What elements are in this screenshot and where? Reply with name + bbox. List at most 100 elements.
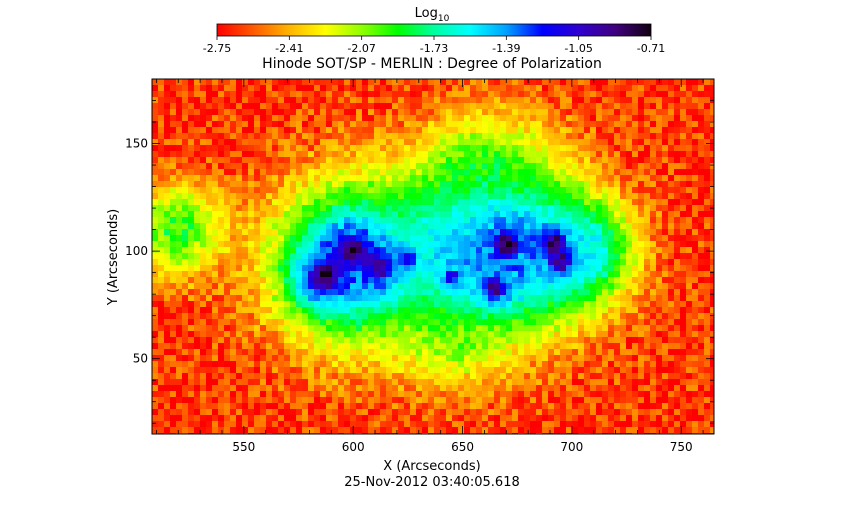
heatmap-cell: [386, 139, 392, 145]
heatmap-cell: [374, 217, 380, 223]
heatmap-cell: [320, 325, 326, 331]
heatmap-cell: [524, 349, 530, 355]
heatmap-cell: [218, 127, 224, 133]
heatmap-cell: [650, 271, 656, 277]
heatmap-cell: [572, 217, 578, 223]
heatmap-cell: [272, 235, 278, 241]
heatmap-cell: [158, 301, 164, 307]
heatmap-cell: [590, 211, 596, 217]
heatmap-cell: [260, 229, 266, 235]
heatmap-cell: [542, 289, 548, 295]
heatmap-cell: [644, 259, 650, 265]
heatmap-cell: [530, 295, 536, 301]
heatmap-cell: [344, 115, 350, 121]
heatmap-cell: [446, 217, 452, 223]
heatmap-cell: [236, 97, 242, 103]
heatmap-cell: [404, 325, 410, 331]
heatmap-cell: [326, 379, 332, 385]
heatmap-cell: [674, 85, 680, 91]
heatmap-cell: [584, 103, 590, 109]
heatmap-cell: [686, 289, 692, 295]
heatmap-cell: [602, 361, 608, 367]
heatmap-cell: [470, 337, 476, 343]
heatmap-cell: [632, 271, 638, 277]
heatmap-cell: [200, 355, 206, 361]
heatmap-cell: [254, 361, 260, 367]
heatmap-cell: [212, 157, 218, 163]
heatmap-cell: [488, 271, 494, 277]
heatmap-cell: [518, 265, 524, 271]
heatmap-cell: [452, 85, 458, 91]
heatmap-cell: [704, 145, 710, 151]
heatmap-cell: [242, 229, 248, 235]
heatmap-cell: [260, 271, 266, 277]
heatmap-cell: [512, 91, 518, 97]
heatmap-cell: [482, 175, 488, 181]
heatmap-cell: [152, 109, 158, 115]
heatmap-cell: [404, 241, 410, 247]
heatmap-cell: [470, 343, 476, 349]
heatmap-cell: [512, 181, 518, 187]
heatmap-cell: [632, 307, 638, 313]
heatmap-cell: [218, 229, 224, 235]
heatmap-cell: [572, 349, 578, 355]
colorbar-tick-label: -2.75: [203, 42, 231, 55]
heatmap-cell: [422, 103, 428, 109]
heatmap-cell: [374, 373, 380, 379]
heatmap-cell: [704, 211, 710, 217]
heatmap-cell: [194, 217, 200, 223]
heatmap-cell: [530, 289, 536, 295]
heatmap-cell: [548, 205, 554, 211]
heatmap-cell: [698, 301, 704, 307]
heatmap-cell: [692, 127, 698, 133]
heatmap-cell: [254, 265, 260, 271]
heatmap-cell: [368, 349, 374, 355]
heatmap-cell: [350, 271, 356, 277]
heatmap-cell: [476, 337, 482, 343]
heatmap-cell: [614, 247, 620, 253]
heatmap-cell: [272, 199, 278, 205]
heatmap-cell: [476, 271, 482, 277]
heatmap-cell: [152, 211, 158, 217]
heatmap-cell: [272, 271, 278, 277]
heatmap-cell: [296, 169, 302, 175]
heatmap-cell: [590, 319, 596, 325]
heatmap-cell: [398, 223, 404, 229]
heatmap-cell: [578, 217, 584, 223]
heatmap-cell: [176, 115, 182, 121]
heatmap-cell: [242, 361, 248, 367]
heatmap-cell: [326, 169, 332, 175]
heatmap-cell: [248, 121, 254, 127]
heatmap-cell: [644, 187, 650, 193]
heatmap-cell: [668, 157, 674, 163]
heatmap-cell: [218, 145, 224, 151]
heatmap-cell: [644, 301, 650, 307]
heatmap-cell: [398, 97, 404, 103]
heatmap-cell: [494, 289, 500, 295]
heatmap-cell: [350, 259, 356, 265]
heatmap-cell: [488, 367, 494, 373]
heatmap-cell: [494, 355, 500, 361]
heatmap-cell: [200, 301, 206, 307]
heatmap-cell: [554, 187, 560, 193]
heatmap-cell: [464, 301, 470, 307]
heatmap-cell: [524, 355, 530, 361]
heatmap-cell: [176, 103, 182, 109]
heatmap-cell: [296, 217, 302, 223]
heatmap-cell: [512, 217, 518, 223]
heatmap-cell: [392, 121, 398, 127]
heatmap-cell: [572, 331, 578, 337]
heatmap-cell: [548, 97, 554, 103]
heatmap-cell: [338, 157, 344, 163]
heatmap-cell: [638, 355, 644, 361]
heatmap-cell: [182, 217, 188, 223]
heatmap-cell: [296, 97, 302, 103]
heatmap-cell: [422, 145, 428, 151]
heatmap-cell: [512, 385, 518, 391]
heatmap-cell: [158, 247, 164, 253]
heatmap-cell: [512, 247, 518, 253]
heatmap: [152, 79, 714, 434]
heatmap-cell: [596, 283, 602, 289]
heatmap-cell: [656, 289, 662, 295]
heatmap-cell: [578, 211, 584, 217]
